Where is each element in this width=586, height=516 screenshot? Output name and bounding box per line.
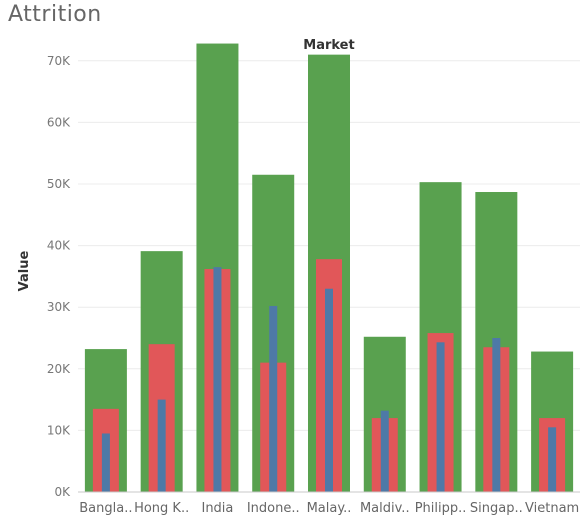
bar-inner[interactable] xyxy=(436,342,445,492)
bar-inner[interactable] xyxy=(213,267,222,492)
bar-inner[interactable] xyxy=(157,399,166,492)
y-tick-label: 10K xyxy=(47,423,71,437)
bar-inner[interactable] xyxy=(380,410,389,492)
chart-title: Attrition xyxy=(8,2,102,27)
bar-inner[interactable] xyxy=(492,338,501,492)
bar-inner[interactable] xyxy=(325,288,333,492)
y-axis-title: Value xyxy=(17,250,32,291)
x-tick-label: Maldiv.. xyxy=(360,501,410,516)
y-tick-label: 20K xyxy=(47,362,71,376)
y-tick-label: 30K xyxy=(47,300,71,314)
y-tick-label: 0K xyxy=(54,485,71,499)
y-tick-label: 40K xyxy=(47,239,71,253)
x-tick-label: India xyxy=(201,501,233,516)
x-axis-title: Market xyxy=(303,38,354,53)
bar-inner[interactable] xyxy=(548,427,557,492)
bar-inner[interactable] xyxy=(101,433,110,492)
x-tick-label: Vietnam xyxy=(525,501,579,516)
bar-inner[interactable] xyxy=(269,305,278,492)
x-axis: Bangla.. Hong K.. India Indone.. Malay.. Mald… xyxy=(79,501,579,516)
x-tick-label: Singap.. xyxy=(470,501,523,516)
x-tick-label: Philipp.. xyxy=(415,501,467,516)
bars xyxy=(84,43,574,493)
x-tick-label: Malay.. xyxy=(307,501,352,516)
y-axis: 0K 10K 20K 30K 40K 50K 60K 70K xyxy=(47,54,71,499)
x-tick-label: Bangla.. xyxy=(79,501,132,516)
x-tick-label: Hong K.. xyxy=(134,501,189,516)
y-tick-label: 70K xyxy=(47,54,71,68)
y-tick-label: 50K xyxy=(47,177,71,191)
y-tick-label: 60K xyxy=(47,115,71,129)
x-tick-label: Indone.. xyxy=(247,501,300,516)
